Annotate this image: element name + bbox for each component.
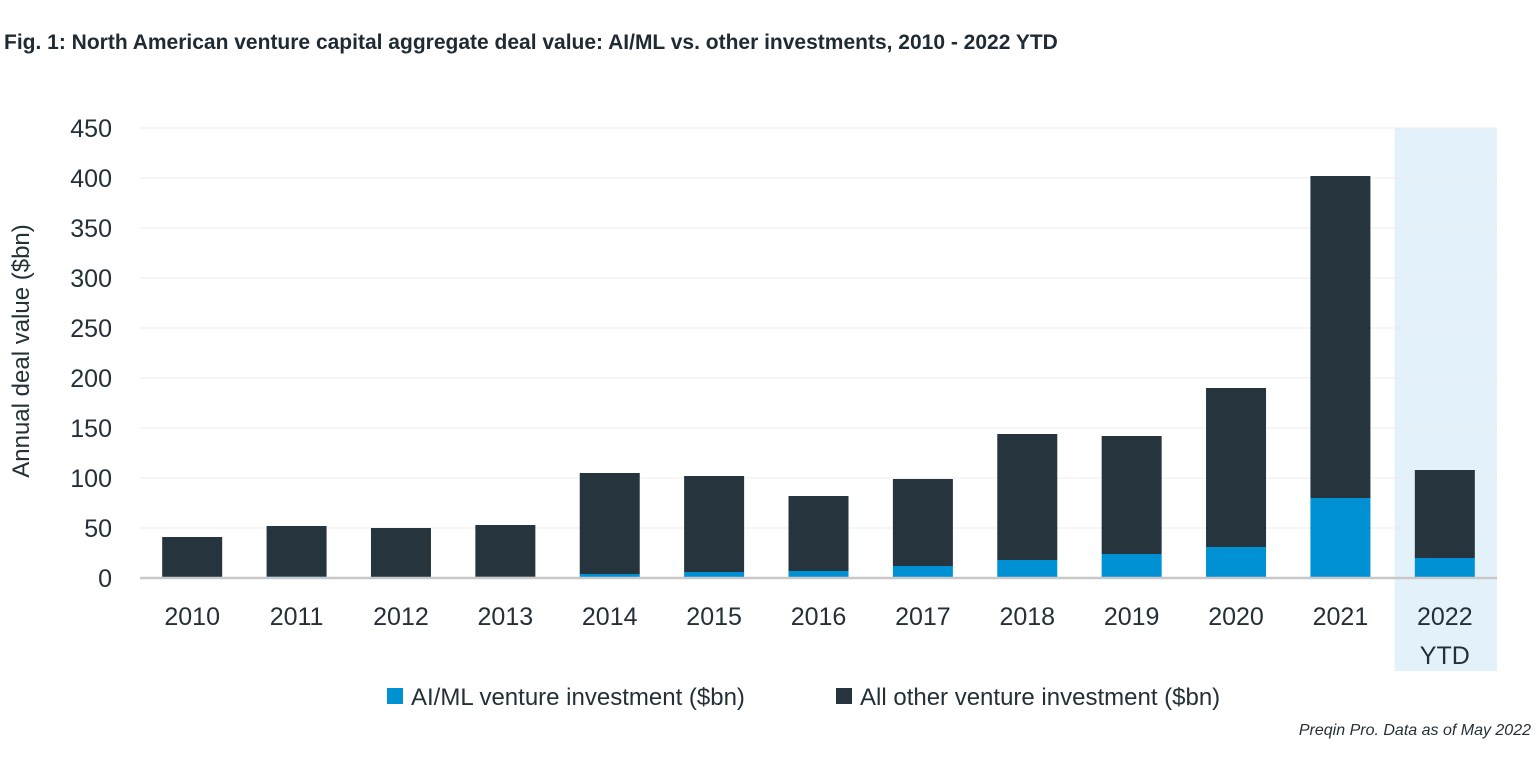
- x-tick-label-2010: 2010: [164, 603, 220, 631]
- legend-swatch-aiml: [387, 688, 403, 704]
- x-tick-label-2020: 2020: [1208, 603, 1264, 631]
- bar-other-2021: [1310, 176, 1371, 498]
- y-tick-label-0: 0: [98, 565, 112, 593]
- bar-aiml-2022-ytd: [1414, 558, 1475, 578]
- bar-aiml-2014: [579, 574, 640, 578]
- bar-aiml-2015: [684, 572, 745, 578]
- bar-other-2010: [162, 537, 223, 578]
- y-tick-label-50: 50: [84, 515, 112, 543]
- y-tick-label-300: 300: [70, 265, 112, 293]
- bar-other-2014: [579, 473, 640, 574]
- highlight-band-2022-ytd: [1394, 128, 1497, 671]
- chart-title: Fig. 1: North American venture capital a…: [4, 31, 1058, 54]
- bar-other-2018: [997, 434, 1058, 560]
- x-tick-label-2018: 2018: [999, 603, 1055, 631]
- x-tick-label-2011: 2011: [270, 603, 324, 631]
- x-tick-label-2022-ytd-line1: 2022: [1417, 603, 1473, 631]
- x-tick-label-2013: 2013: [478, 603, 534, 631]
- legend-label-other: All other venture investment ($bn): [860, 684, 1220, 711]
- x-tick-label-2017: 2017: [895, 603, 951, 631]
- legend-swatch-other: [836, 688, 852, 704]
- y-tick-label-150: 150: [70, 415, 112, 443]
- bar-other-2011: [266, 526, 327, 577]
- y-tick-label-350: 350: [70, 215, 112, 243]
- x-tick-label-2014: 2014: [582, 603, 638, 631]
- source-note: Preqin Pro. Data as of May 2022: [1298, 722, 1531, 739]
- bar-other-2015: [684, 476, 745, 572]
- bar-aiml-2021: [1310, 498, 1371, 578]
- x-tick-label-2022-ytd-line2: YTD: [1420, 642, 1470, 670]
- y-axis-title: Annual deal value ($bn): [8, 224, 35, 478]
- bar-other-2022-ytd: [1414, 470, 1475, 558]
- bar-other-2020: [1206, 388, 1267, 547]
- bar-aiml-2019: [1101, 554, 1162, 578]
- x-tick-label-2012: 2012: [373, 603, 429, 631]
- bar-other-2012: [370, 528, 431, 578]
- bar-other-2016: [788, 496, 849, 571]
- x-tick-label-2021: 2021: [1313, 603, 1369, 631]
- bar-other-2017: [892, 479, 953, 566]
- x-tick-label-2019: 2019: [1104, 603, 1160, 631]
- y-tick-label-200: 200: [70, 365, 112, 393]
- y-tick-label-250: 250: [70, 315, 112, 343]
- x-tick-label-2016: 2016: [791, 603, 847, 631]
- legend-label-aiml: AI/ML venture investment ($bn): [411, 684, 745, 711]
- bar-aiml-2020: [1206, 547, 1267, 578]
- y-tick-label-100: 100: [70, 465, 112, 493]
- bar-other-2013: [475, 525, 536, 577]
- bar-aiml-2018: [997, 560, 1058, 578]
- x-tick-label-2015: 2015: [686, 603, 742, 631]
- y-tick-label-450: 450: [70, 115, 112, 143]
- bar-other-2019: [1101, 436, 1162, 554]
- y-tick-label-400: 400: [70, 165, 112, 193]
- bar-aiml-2017: [892, 566, 953, 578]
- bar-aiml-2016: [788, 571, 849, 578]
